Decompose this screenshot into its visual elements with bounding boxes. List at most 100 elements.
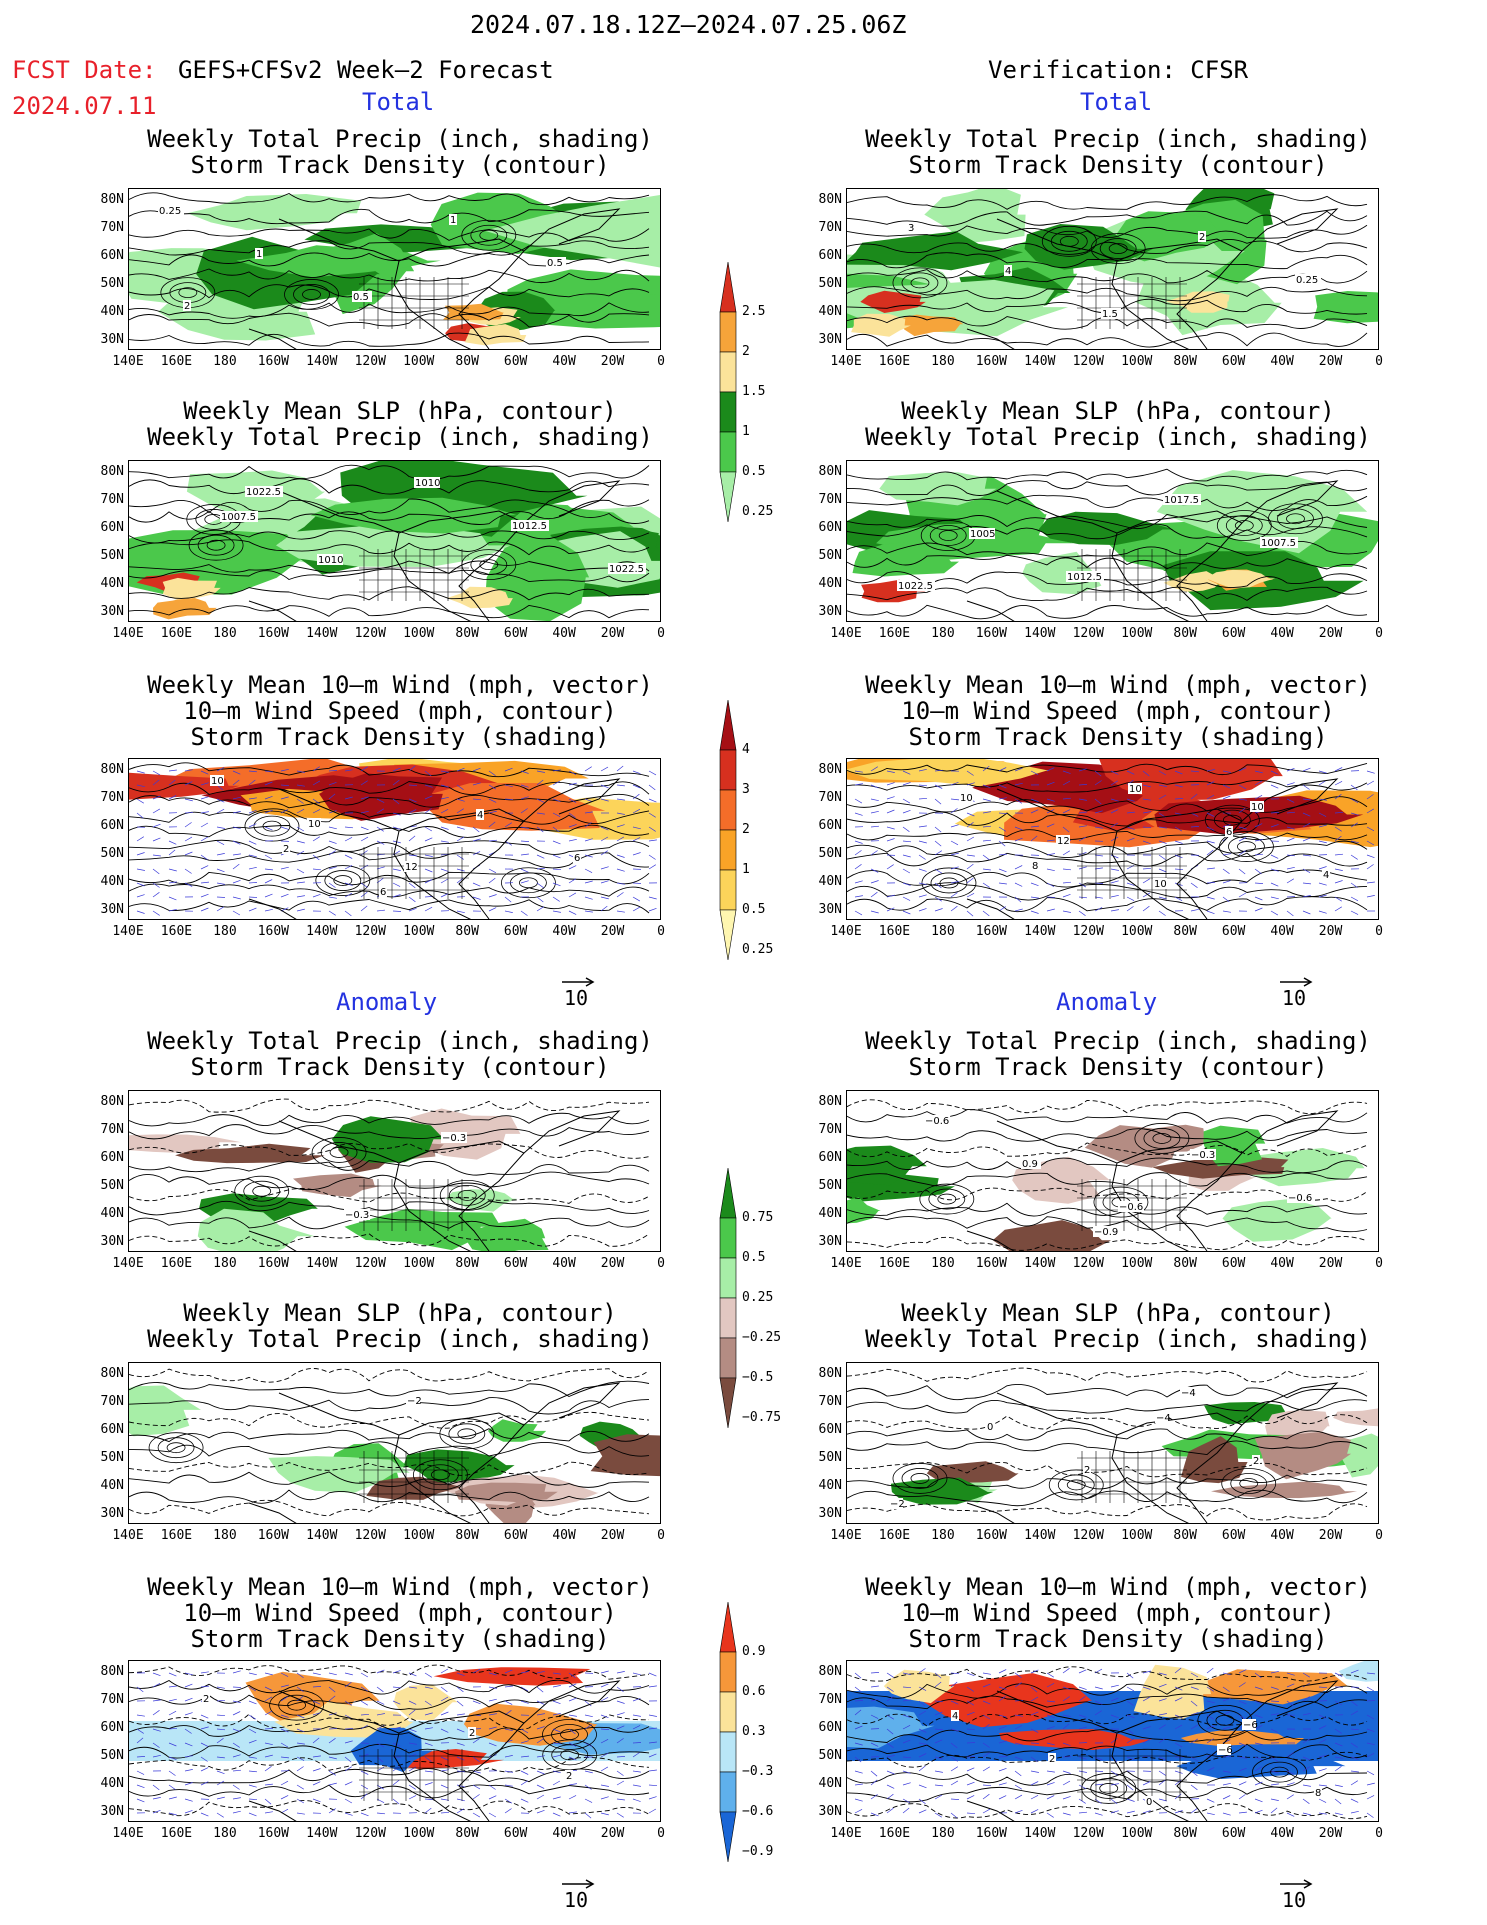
wind-vector: [232, 1754, 241, 1758]
contour-line: [129, 1397, 650, 1415]
y-tick-label: 60N: [818, 248, 842, 263]
wind-vector: [328, 1695, 336, 1702]
wind-vector: [568, 1756, 577, 1761]
wind-vector: [1366, 895, 1375, 898]
closed-contour: [413, 1459, 468, 1491]
closed-contour: [1222, 814, 1242, 826]
wind-vector: [360, 1672, 369, 1678]
contour-label-bg: [183, 300, 191, 311]
contour-line: [847, 1666, 1368, 1682]
contour-label-bg: [344, 1209, 370, 1220]
wind-vector: [648, 770, 657, 776]
wind-vector: [854, 850, 862, 856]
wind-vector: [1126, 837, 1135, 842]
wind-vector: [296, 1672, 304, 1678]
contour-line: [847, 1474, 1368, 1490]
wind-vector: [1270, 1670, 1279, 1674]
wind-vector: [982, 1752, 990, 1758]
wind-vector: [600, 1728, 610, 1730]
wind-vector: [950, 1756, 958, 1762]
wind-vector: [1254, 1756, 1263, 1761]
wind-vector: [934, 840, 942, 847]
wind-vector: [1254, 853, 1264, 856]
wind-vector: [184, 868, 192, 874]
wind-vector: [152, 770, 161, 776]
wind-vector: [1142, 798, 1151, 801]
wind-vector: [248, 797, 257, 800]
x-tick-label: 60W: [503, 1256, 528, 1271]
wind-vector: [424, 795, 433, 800]
colorbar-label: 1: [742, 862, 750, 877]
wind-vector: [902, 910, 911, 915]
wind-vector: [264, 1728, 274, 1730]
x-tick-label: 180: [931, 1826, 955, 1841]
wind-vector: [648, 907, 657, 912]
wind-vector: [1350, 1770, 1359, 1773]
wind-vector: [392, 812, 401, 816]
wind-vector: [1030, 1809, 1039, 1814]
x-tick-label: 100W: [403, 1256, 435, 1271]
y-tick-label: 50N: [818, 846, 842, 861]
contour-label-bg: [924, 1115, 950, 1126]
wind-vector: [950, 808, 958, 814]
wind-vector: [296, 840, 305, 844]
contour-line: [847, 1440, 1368, 1456]
wind-vector: [200, 1756, 208, 1762]
wind-vector: [1142, 892, 1151, 898]
y-tick-label: 50N: [818, 548, 842, 563]
wind-vector: [616, 836, 625, 842]
wind-vector: [1190, 1770, 1198, 1777]
wind-vector: [632, 906, 641, 912]
contour-label-bg: [959, 792, 973, 803]
x-tick-label: 140W: [306, 1256, 338, 1271]
wind-vector: [216, 1738, 224, 1744]
wind-vector: [998, 1725, 1007, 1730]
wind-vector: [568, 1672, 576, 1678]
wind-vector: [998, 882, 1007, 885]
contour-label-bg: [573, 852, 581, 863]
wind-vector: [950, 852, 959, 856]
wind-vector: [1062, 1723, 1070, 1730]
contour-line: [129, 839, 650, 855]
wind-vector: [1206, 769, 1215, 772]
wind-vector: [1030, 1728, 1039, 1733]
wind-vector: [424, 837, 433, 842]
wind-vector: [648, 1769, 657, 1772]
wind-vector: [440, 1686, 448, 1693]
contour-label-bg: [255, 248, 263, 259]
contour-label-bg: [202, 1693, 210, 1704]
wind-vector: [1014, 837, 1023, 842]
wind-vector: [232, 896, 241, 900]
contour-line: [129, 1380, 650, 1398]
wind-vector: [472, 896, 481, 900]
wind-vector: [504, 1755, 513, 1758]
colorbar-swatch: [719, 1811, 737, 1863]
wind-vector: [870, 868, 879, 873]
wind-vector: [998, 853, 1007, 856]
wind-vector: [312, 1755, 321, 1758]
wind-vector: [1046, 1672, 1054, 1678]
wind-vector: [632, 808, 641, 814]
wind-vector: [1222, 1770, 1231, 1773]
contour-label: 10: [211, 776, 224, 787]
closed-contour: [470, 224, 508, 246]
closed-contour: [188, 529, 244, 561]
anomaly-shade: [1203, 1125, 1266, 1167]
closed-contour: [921, 867, 977, 899]
wind-vector: [392, 1686, 402, 1689]
wind-vector: [312, 1672, 321, 1676]
wind-vector: [152, 1784, 160, 1791]
wind-vector: [184, 836, 193, 842]
colorbar-swatch: [719, 1691, 737, 1733]
x-tick-label: 120W: [354, 354, 386, 369]
x-tick-label: 120W: [354, 1528, 386, 1543]
contour-line: [129, 1713, 650, 1730]
wind-vector: [966, 1711, 975, 1716]
wind-vector: [1078, 825, 1087, 828]
wind-vector: [408, 798, 417, 803]
colorbar-label: 3: [742, 782, 750, 797]
wind-vector: [152, 868, 160, 875]
closed-contour: [1268, 503, 1323, 535]
wind-vector: [1030, 1794, 1039, 1800]
contour-label: 4: [1323, 870, 1329, 881]
